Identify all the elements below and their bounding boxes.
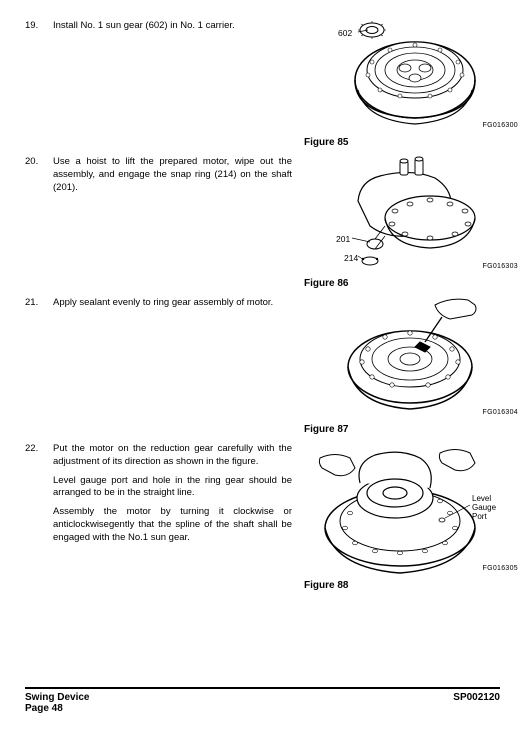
figure-86: 201 214 FG016303 Figure 86 [300,156,500,289]
step-number: 20. [25,156,53,167]
step-text: Put the motor on the reduction gear care… [53,443,300,551]
step-20: 20. Use a hoist to lift the prepared mot… [25,156,500,289]
fg-code: FG016305 [483,565,518,572]
footer-title: Swing Device [25,692,89,703]
fg-code: FG016300 [483,122,518,129]
step-number: 21. [25,297,53,308]
fg-code: FG016303 [483,263,518,270]
figure-caption: Figure 85 [304,137,500,148]
figure-87-image: FG016304 [300,297,500,422]
page-footer: Swing Device Page 48 SP002120 [25,687,500,714]
fg-code: FG016304 [483,409,518,416]
figure-88: Level Gauge Port FG016305 Figure 88 [300,443,500,591]
step-number: 19. [25,20,53,31]
footer-left: Swing Device Page 48 [25,692,89,714]
figure-caption: Figure 86 [304,278,500,289]
figure-88-image: Level Gauge Port FG016305 [300,443,500,578]
figure-87: FG016304 Figure 87 [300,297,500,435]
step-19: 19. Install No. 1 sun gear (602) in No. … [25,20,500,148]
callout-602: 602 [338,28,352,38]
step-para: Put the motor on the reduction gear care… [53,443,292,469]
figure-caption: Figure 87 [304,424,500,435]
step-para: Install No. 1 sun gear (602) in No. 1 ca… [53,20,292,33]
step-number: 22. [25,443,53,454]
step-text: Apply sealant evenly to ring gear assemb… [53,297,300,316]
footer-page: Page 48 [25,703,89,714]
figure-85-image: 602 FG016300 [300,20,500,135]
step-para: Level gauge port and hole in the ring ge… [53,475,292,501]
step-21: 21. Apply sealant evenly to ring gear as… [25,297,500,435]
step-para: Assembly the motor by turning it clockwi… [53,506,292,544]
figure-caption: Figure 88 [304,580,500,591]
step-22: 22. Put the motor on the reduction gear … [25,443,500,591]
footer-right: SP002120 [453,692,500,714]
step-text: Install No. 1 sun gear (602) in No. 1 ca… [53,20,300,39]
callout-214: 214 [344,253,358,263]
figure-86-image: 201 214 FG016303 [300,156,500,276]
figure-85: 602 FG016300 Figure 85 [300,20,500,148]
callout-201: 201 [336,234,350,244]
step-text: Use a hoist to lift the prepared motor, … [53,156,300,200]
step-para: Use a hoist to lift the prepared motor, … [53,156,292,194]
step-para: Apply sealant evenly to ring gear assemb… [53,297,292,310]
annotation-level-gauge-port: Level Gauge Port [472,495,496,521]
